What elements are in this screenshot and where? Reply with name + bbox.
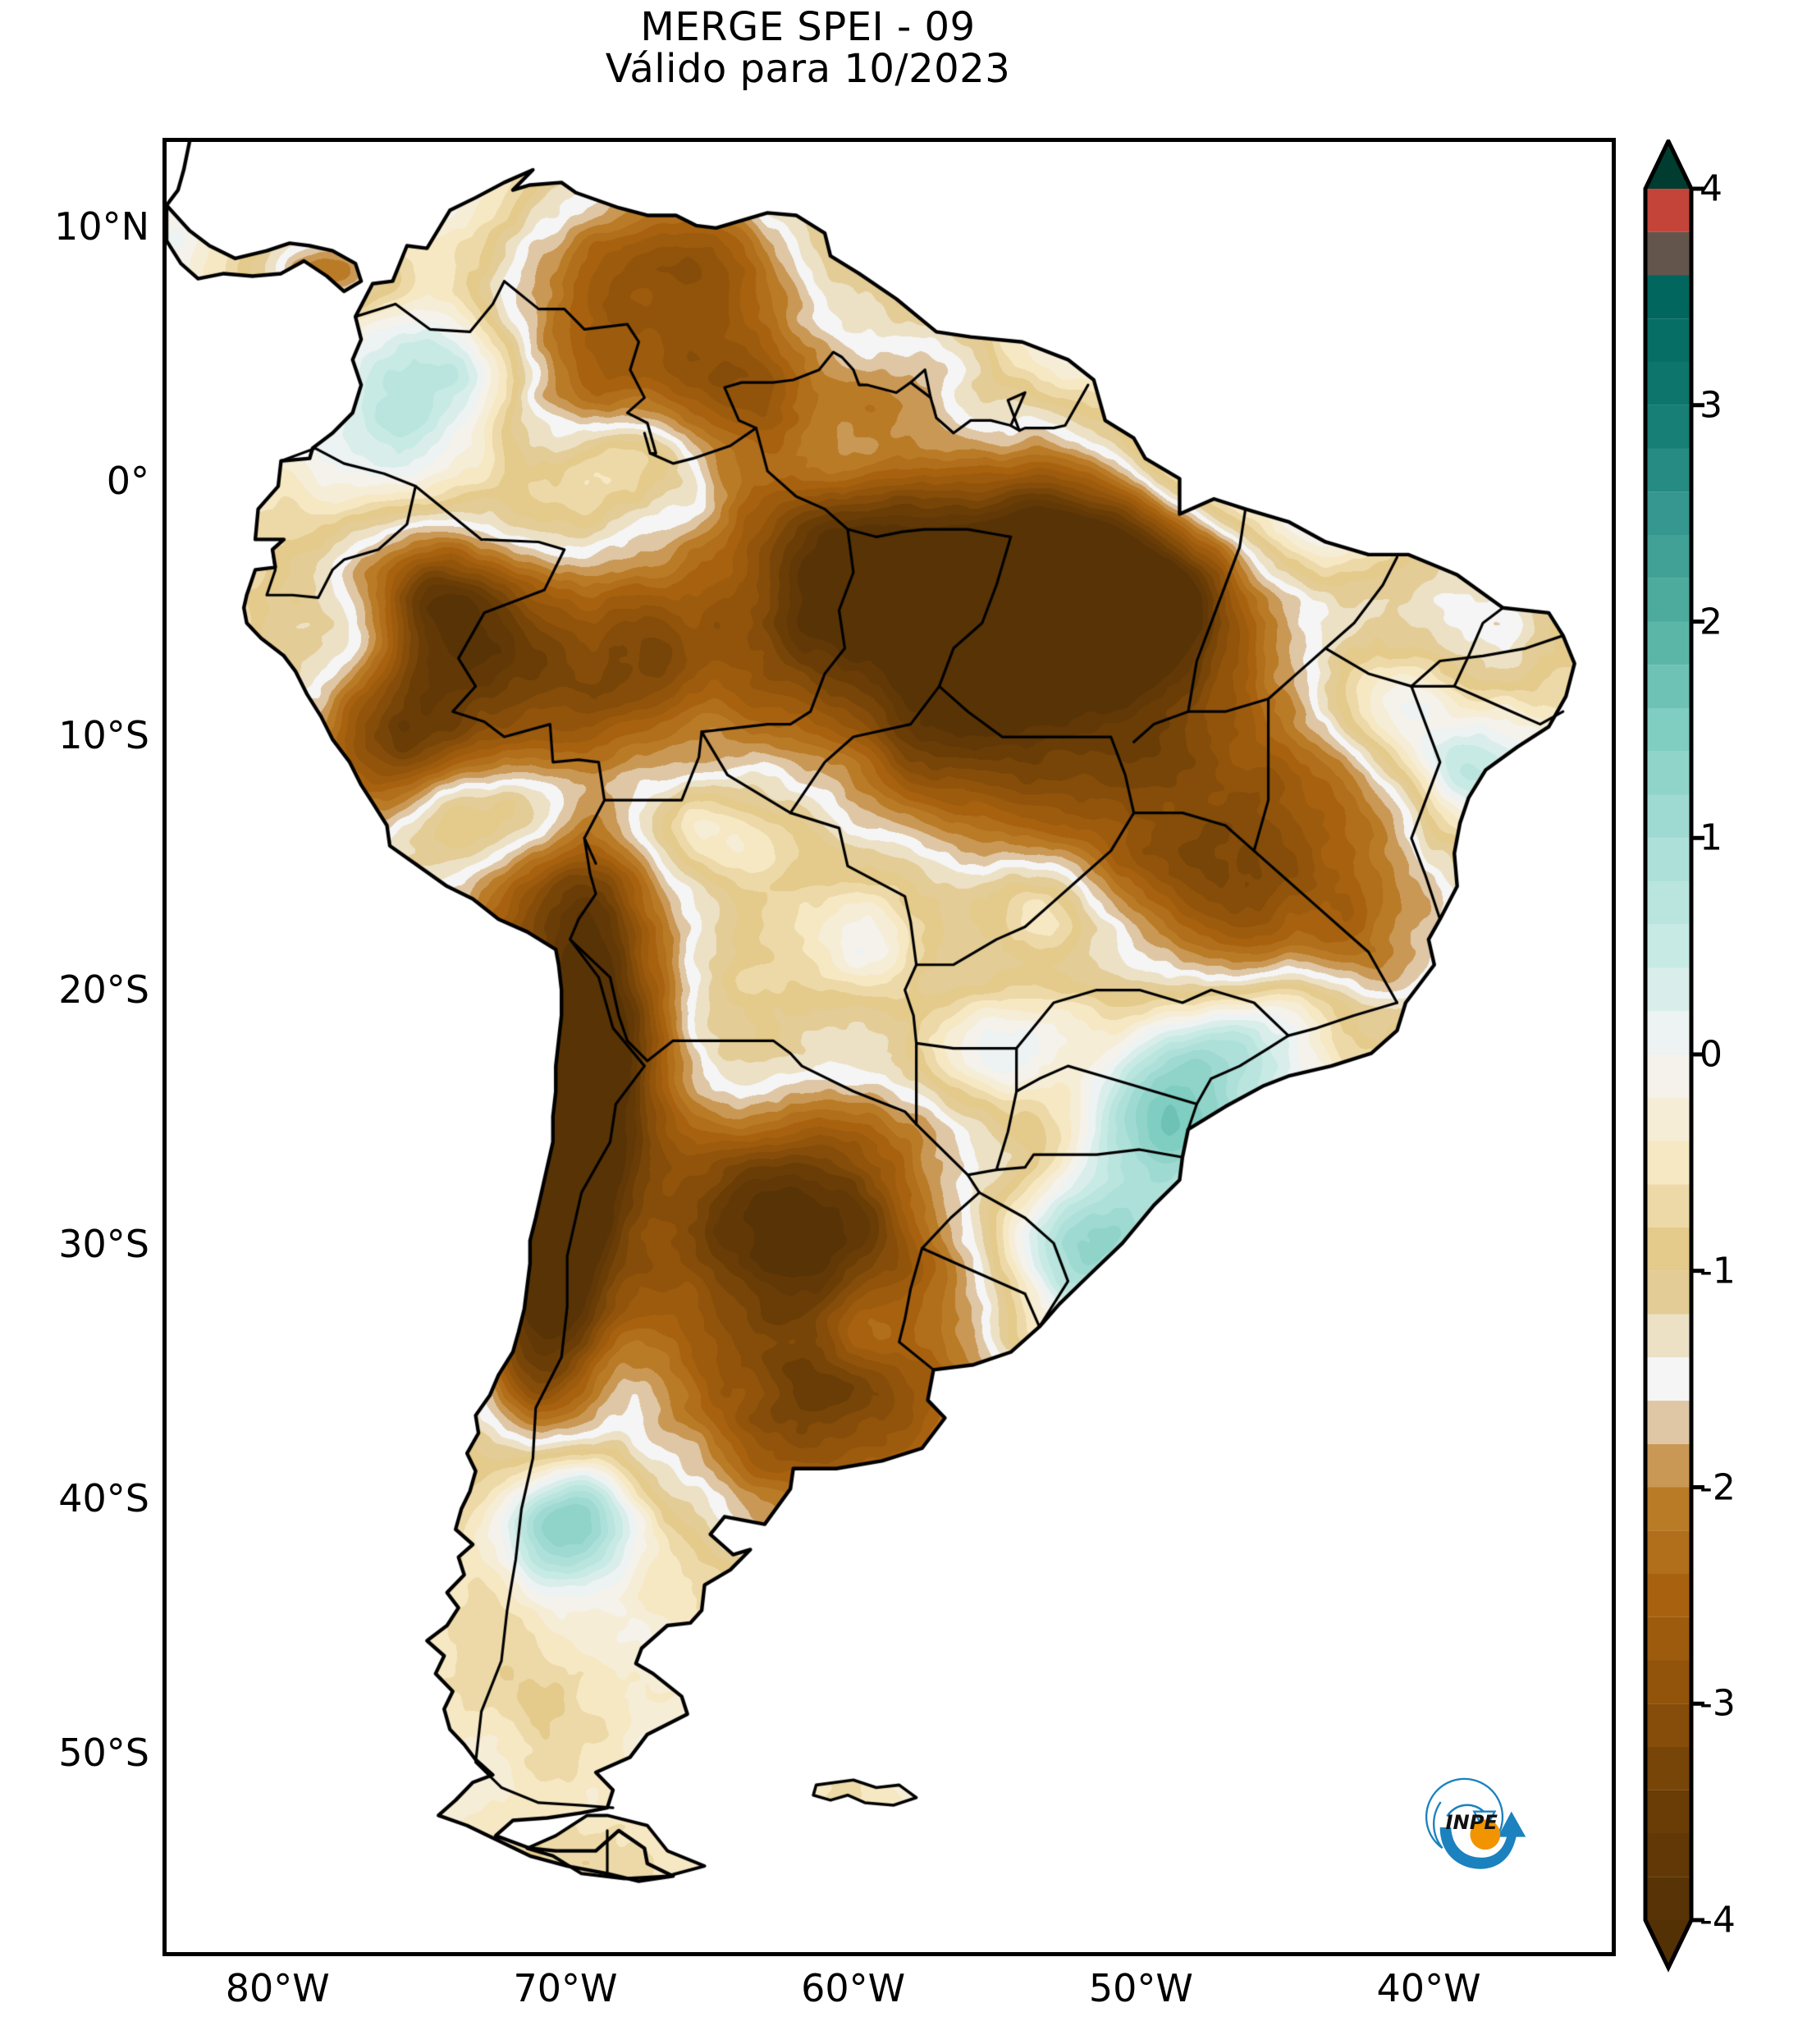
lat-tick-label-0: 10°N: [54, 204, 149, 249]
colorbar-band: [1645, 448, 1691, 492]
lat-tick-label-2: 10°S: [58, 713, 149, 758]
colorbar-band: [1645, 1314, 1691, 1358]
logo-orange-dot: [1470, 1819, 1501, 1850]
colorbar-extend-bottom: [1645, 1920, 1691, 1968]
colorbar-band: [1645, 535, 1691, 578]
colorbar-band: [1645, 1357, 1691, 1401]
colorbar-band: [1645, 1747, 1691, 1790]
colorbar-tick-label-4: 0: [1700, 1033, 1723, 1076]
colorbar-band: [1645, 362, 1691, 405]
colorbar-band: [1645, 665, 1691, 708]
colorbar-tick-label-6: -2: [1700, 1466, 1736, 1508]
colorbar-band: [1645, 275, 1691, 319]
lon-tick-label-3: 50°W: [1088, 1966, 1193, 2010]
colorbar-band: [1645, 231, 1691, 276]
colorbar-band: [1645, 1790, 1691, 1834]
spei-heatmap-canvas: [167, 142, 1612, 1952]
colorbar-tick-label-0: 4: [1700, 167, 1723, 210]
logo-outer-arc: [1425, 1777, 1504, 1850]
colorbar-extend-top: [1645, 141, 1691, 189]
lon-tick-label-2: 60°W: [801, 1966, 906, 2010]
colorbar-bands: [1645, 141, 1691, 1968]
lat-tick-label-3: 20°S: [58, 967, 149, 1013]
colorbar-band: [1645, 1097, 1691, 1141]
colorbar-band: [1645, 1660, 1691, 1704]
colorbar-band: [1645, 967, 1691, 1012]
colorbar-band: [1645, 492, 1691, 535]
colorbar-band: [1645, 1270, 1691, 1315]
lat-tick-label-6: 50°S: [58, 1731, 149, 1776]
colorbar-band: [1645, 924, 1691, 968]
latitude-axis: 10°N 0° 10°S 20°S 30°S 40°S 50°S: [0, 0, 149, 2044]
colorbar-band: [1645, 794, 1691, 839]
chart-title-block: MERGE SPEI - 09 Válido para 10/2023: [0, 7, 1616, 90]
inpe-logo: INPE: [1406, 1754, 1533, 1877]
lon-tick-label-1: 70°W: [513, 1966, 618, 2010]
colorbar-band: [1645, 621, 1691, 665]
colorbar-tick-label-8: -4: [1700, 1899, 1736, 1941]
lat-tick-label-5: 40°S: [58, 1476, 149, 1521]
colorbar-band: [1645, 881, 1691, 925]
colorbar-band: [1645, 838, 1691, 881]
map-plot-frame: INPE: [162, 138, 1616, 1956]
colorbar-band: [1645, 1401, 1691, 1444]
colorbar-band: [1645, 1487, 1691, 1531]
colorbar-band: [1645, 1530, 1691, 1574]
chart-title-main: MERGE SPEI - 09: [640, 4, 976, 50]
colorbar-svg: [1643, 139, 1704, 1973]
colorbar-band: [1645, 1443, 1691, 1488]
colorbar-tick-label-7: -3: [1700, 1682, 1736, 1725]
colorbar-band: [1645, 578, 1691, 622]
colorbar-tick-label-1: 3: [1700, 384, 1723, 427]
colorbar-band: [1645, 708, 1691, 752]
colorbar-band: [1645, 1616, 1691, 1661]
colorbar-ticks: [1691, 186, 1704, 1923]
logo-wordmark: INPE: [1445, 1811, 1498, 1834]
colorbar-band: [1645, 1011, 1691, 1054]
inpe-logo-svg: INPE: [1425, 1777, 1526, 1869]
lat-tick-label-4: 30°S: [58, 1222, 149, 1267]
colorbar-band: [1645, 751, 1691, 795]
logo-swoosh-arrow: [1439, 1811, 1526, 1869]
chart-title-subtitle: Válido para 10/2023: [605, 45, 1011, 92]
colorbar-band: [1645, 405, 1691, 449]
colorbar-tick-label-2: 2: [1700, 601, 1723, 642]
colorbar-tick-label-5: -1: [1700, 1250, 1736, 1292]
colorbar-band: [1645, 1833, 1691, 1877]
colorbar-band: [1645, 189, 1691, 232]
colorbar-band: [1645, 1184, 1691, 1228]
colorbar-band: [1645, 1228, 1691, 1271]
colorbar-tick-label-3: 1: [1700, 816, 1723, 859]
lat-tick-label-1: 0°: [106, 459, 149, 504]
logo-outer-arc-left: [1433, 1801, 1443, 1849]
logo-inner-arc: [1446, 1804, 1485, 1818]
lon-tick-label-0: 80°W: [225, 1966, 330, 2010]
colorbar-band: [1645, 1703, 1691, 1747]
colorbar-band: [1645, 1141, 1691, 1185]
lon-tick-label-4: 40°W: [1376, 1966, 1481, 2010]
colorbar-band: [1645, 318, 1691, 362]
colorbar-band: [1645, 1877, 1691, 1920]
colorbar: 4 3 2 1 0 -1 -2 -3 -4: [1639, 139, 1787, 2019]
colorbar-band: [1645, 1054, 1691, 1098]
colorbar-band: [1645, 1574, 1691, 1617]
